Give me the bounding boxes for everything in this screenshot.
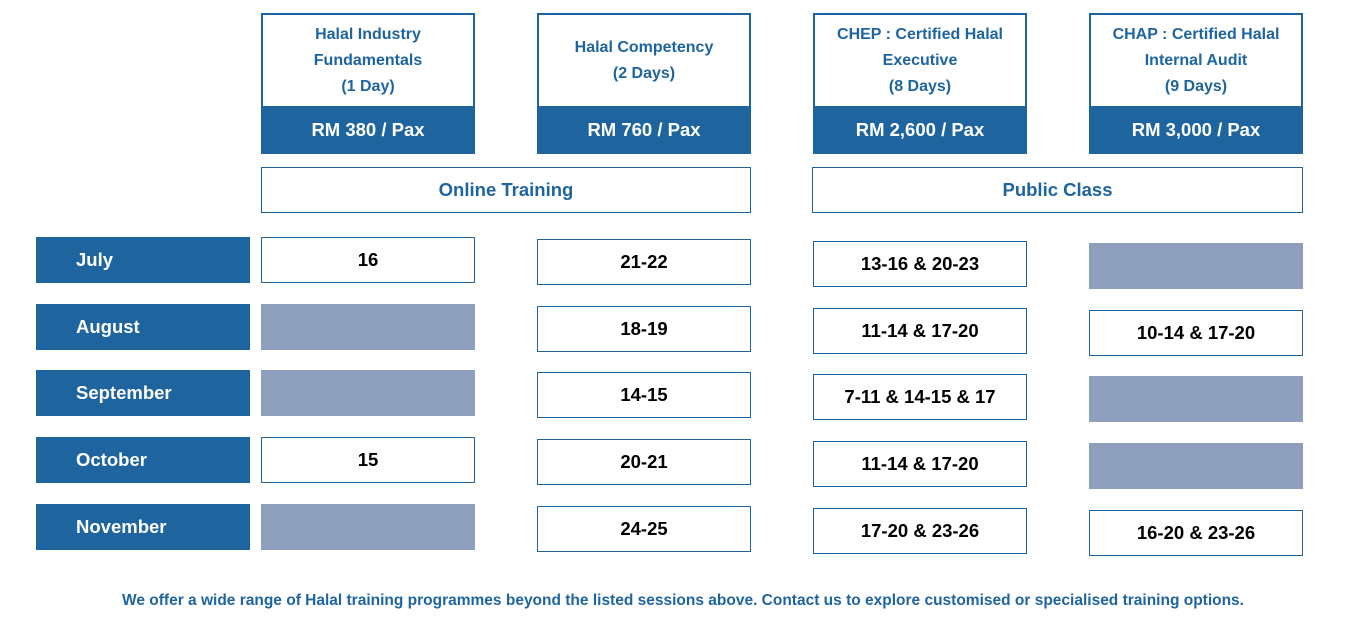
month-label-august: August — [36, 304, 250, 350]
course-card-chep: CHEP : Certified Halal Executive (8 Days… — [813, 13, 1027, 154]
schedule-cell-august-chap: 10-14 & 17-20 — [1089, 310, 1303, 356]
month-label-july: July — [36, 237, 250, 283]
month-label-november: November — [36, 504, 250, 550]
course-name: Halal Industry Fundamentals (1 Day) — [313, 25, 423, 95]
course-name: Halal Competency (2 Days) — [574, 38, 714, 82]
schedule-cell-july-chap — [1089, 243, 1303, 289]
schedule-cell-november-competency: 24-25 — [537, 506, 751, 552]
schedule-cell-november-chap: 16-20 & 23-26 — [1089, 510, 1303, 556]
course-price: RM 760 / Pax — [537, 106, 751, 154]
schedule-cell-november-chep: 17-20 & 23-26 — [813, 508, 1027, 554]
course-price: RM 380 / Pax — [261, 106, 475, 154]
course-price: RM 3,000 / Pax — [1089, 106, 1303, 154]
schedule-cell-july-chep: 13-16 & 20-23 — [813, 241, 1027, 287]
schedule-cell-july-fundamentals: 16 — [261, 237, 475, 283]
course-card-halal-competency: Halal Competency (2 Days) RM 760 / Pax — [537, 13, 751, 154]
schedule-cell-october-competency: 20-21 — [537, 439, 751, 485]
course-name: CHAP : Certified Halal Internal Audit (9… — [1112, 25, 1280, 95]
online-training-label: Online Training — [261, 167, 751, 213]
month-label-october: October — [36, 437, 250, 483]
schedule-cell-september-chep: 7-11 & 14-15 & 17 — [813, 374, 1027, 420]
schedule-cell-september-competency: 14-15 — [537, 372, 751, 418]
schedule-cell-october-chap — [1089, 443, 1303, 489]
schedule-cell-august-competency: 18-19 — [537, 306, 751, 352]
course-card-chap: CHAP : Certified Halal Internal Audit (9… — [1089, 13, 1303, 154]
schedule-cell-september-fundamentals — [261, 370, 475, 416]
schedule-cell-september-chap — [1089, 376, 1303, 422]
footer-note: We offer a wide range of Halal training … — [122, 592, 1244, 609]
schedule-cell-august-chep: 11-14 & 17-20 — [813, 308, 1027, 354]
schedule-cell-november-fundamentals — [261, 504, 475, 550]
course-card-halal-industry-fundamentals: Halal Industry Fundamentals (1 Day) RM 3… — [261, 13, 475, 154]
course-name: CHEP : Certified Halal Executive (8 Days… — [837, 25, 1003, 95]
schedule-cell-october-fundamentals: 15 — [261, 437, 475, 483]
month-label-september: September — [36, 370, 250, 416]
public-class-label: Public Class — [812, 167, 1303, 213]
schedule-cell-july-competency: 21-22 — [537, 239, 751, 285]
course-price: RM 2,600 / Pax — [813, 106, 1027, 154]
schedule-cell-october-chep: 11-14 & 17-20 — [813, 441, 1027, 487]
schedule-cell-august-fundamentals — [261, 304, 475, 350]
